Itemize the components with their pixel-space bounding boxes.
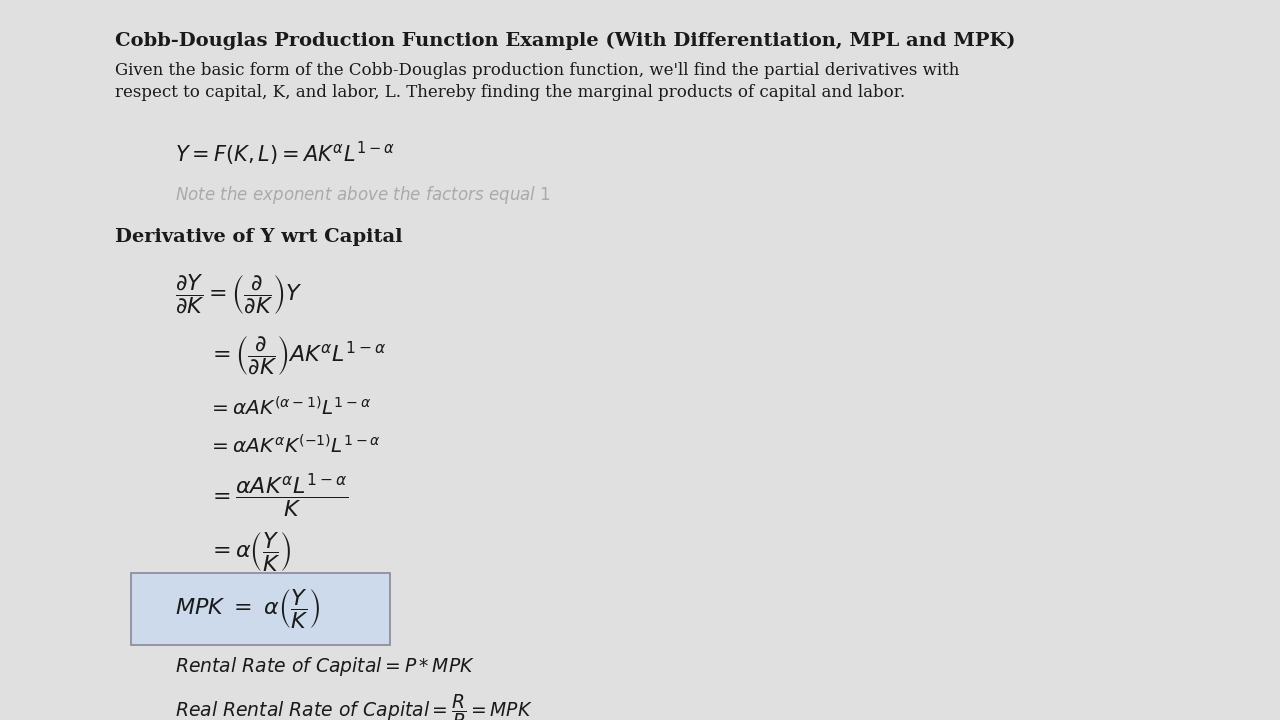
Text: $\dfrac{\partial Y}{\partial K} = \left(\dfrac{\partial}{\partial K}\right) Y$: $\dfrac{\partial Y}{\partial K} = \left(… [175,272,302,317]
Text: $= \alpha AK^{(\alpha-1)}L^{1-\alpha}$: $= \alpha AK^{(\alpha-1)}L^{1-\alpha}$ [207,396,371,419]
Text: $MPK\ =\ \alpha \left(\dfrac{Y}{K}\right)$: $MPK\ =\ \alpha \left(\dfrac{Y}{K}\right… [175,588,320,631]
Text: $Y = F(K,L) = AK^{\alpha}L^{1-\alpha}$: $Y = F(K,L) = AK^{\alpha}L^{1-\alpha}$ [175,140,396,168]
FancyBboxPatch shape [131,573,390,645]
Text: Cobb-Douglas Production Function Example (With Differentiation, MPL and MPK): Cobb-Douglas Production Function Example… [115,32,1015,50]
Text: Given the basic form of the Cobb-Douglas production function, we'll find the par: Given the basic form of the Cobb-Douglas… [115,62,960,79]
Text: $= \alpha \left(\dfrac{Y}{K}\right)$: $= \alpha \left(\dfrac{Y}{K}\right)$ [207,530,292,573]
Text: respect to capital, K, and labor, L. Thereby finding the marginal products of ca: respect to capital, K, and labor, L. The… [115,84,905,101]
Text: $\mathit{Real\ Rental\ Rate\ of\ Capital} = \dfrac{R}{P} = \mathit{MPK}$: $\mathit{Real\ Rental\ Rate\ of\ Capital… [175,692,532,720]
Text: $= \left(\dfrac{\partial}{\partial K}\right) AK^{\alpha}L^{1-\alpha}$: $= \left(\dfrac{\partial}{\partial K}\ri… [207,334,387,378]
Text: $= \alpha AK^{\alpha}K^{(-1)}L^{1-\alpha}$: $= \alpha AK^{\alpha}K^{(-1)}L^{1-\alpha… [207,434,381,457]
Text: $\mathit{Note\ the\ exponent\ above\ the\ factors\ equal\ 1}$: $\mathit{Note\ the\ exponent\ above\ the… [175,184,550,206]
Text: Derivative of Y wrt Capital: Derivative of Y wrt Capital [115,228,403,246]
Text: $= \dfrac{\alpha AK^{\alpha}L^{1-\alpha}}{K}$: $= \dfrac{\alpha AK^{\alpha}L^{1-\alpha}… [207,472,348,520]
Text: $\mathit{Rental\ Rate\ of\ Capital} = \mathit{P} * \mathit{MPK}$: $\mathit{Rental\ Rate\ of\ Capital} = \m… [175,655,475,678]
